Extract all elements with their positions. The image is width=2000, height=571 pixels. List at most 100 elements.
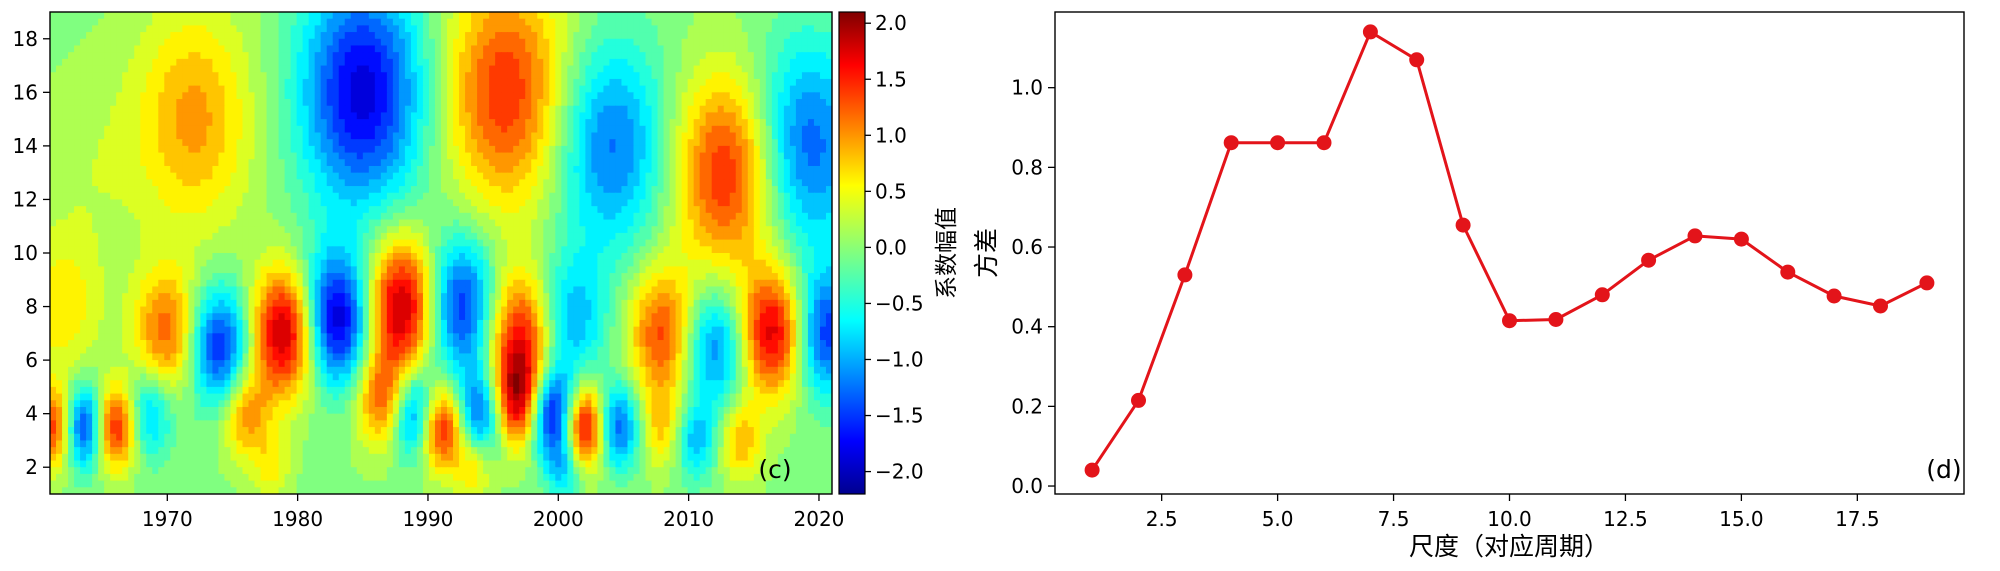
heatmap-cell: [146, 192, 153, 201]
heatmap-cell: [158, 85, 165, 93]
heatmap-cell: [441, 159, 448, 167]
heatmap-cell: [158, 239, 165, 247]
heatmap-cell: [56, 232, 63, 241]
heatmap-cell: [68, 199, 75, 207]
heatmap-cell: [597, 85, 605, 93]
heatmap-cell: [224, 199, 232, 207]
heatmap-cell: [723, 45, 731, 53]
heatmap-cell: [368, 12, 376, 20]
heatmap-cell: [290, 38, 298, 47]
heatmap-cell: [164, 52, 171, 60]
heatmap-cell: [164, 12, 171, 20]
heatmap-cell: [434, 246, 442, 254]
heatmap-cell: [314, 219, 322, 227]
heatmap-cell: [404, 259, 412, 267]
heatmap-cell: [825, 232, 832, 241]
heatmap-cell: [501, 192, 508, 201]
heatmap-cell: [729, 78, 737, 87]
heatmap-cell: [747, 38, 755, 47]
heatmap-cell: [561, 232, 568, 241]
heatmap-cell: [200, 38, 207, 47]
heatmap-cell: [771, 125, 779, 134]
heatmap-cell: [759, 219, 767, 227]
heatmap-cell: [404, 92, 412, 100]
heatmap-cell: [825, 172, 832, 180]
heatmap-cell: [549, 18, 556, 26]
heatmap-cell: [723, 199, 731, 207]
heatmap-cell: [170, 132, 177, 140]
heatmap-cell: [621, 105, 629, 114]
heatmap-cell: [615, 18, 623, 26]
heatmap-cell: [338, 112, 346, 120]
heatmap-cell: [549, 65, 556, 73]
heatmap-cell: [717, 112, 725, 120]
heatmap-cell: [717, 25, 725, 33]
heatmap-cell: [422, 226, 430, 234]
heatmap-cell: [140, 18, 147, 26]
heatmap-cell: [603, 186, 611, 194]
heatmap-cell: [56, 58, 63, 67]
heatmap-cell: [765, 119, 773, 127]
heatmap-cell: [176, 18, 183, 26]
heatmap-cell: [140, 132, 147, 140]
heatmap-cell: [603, 52, 611, 60]
heatmap-cell: [344, 186, 352, 194]
heatmap-cell: [519, 72, 526, 80]
heatmap-cell: [356, 152, 364, 160]
heatmap-cell: [272, 239, 280, 247]
heatmap-cell: [266, 172, 274, 180]
heatmap-cell: [579, 206, 586, 214]
heatmap-cell: [675, 18, 683, 26]
heatmap-cell: [224, 25, 232, 33]
heatmap-cell: [513, 45, 520, 53]
heatmap-cell: [386, 65, 394, 73]
heatmap-cell: [146, 219, 153, 227]
heatmap-cell: [693, 99, 701, 107]
heatmap-cell: [441, 152, 448, 160]
heatmap-cell: [447, 259, 454, 267]
heatmap-cell: [104, 78, 111, 87]
heatmap-cell: [651, 119, 659, 127]
heatmap-cell: [507, 139, 514, 147]
heatmap-cell: [326, 186, 334, 194]
heatmap-cell: [404, 112, 412, 120]
heatmap-cell: [447, 45, 454, 53]
heatmap-cell: [362, 192, 370, 201]
heatmap-cell: [68, 212, 75, 221]
heatmap-cell: [386, 152, 394, 160]
heatmap-cell: [447, 139, 454, 147]
heatmap-cell: [741, 159, 749, 167]
heatmap-cell: [62, 226, 69, 234]
heatmap-cell: [471, 65, 478, 73]
heatmap-cell: [729, 259, 737, 267]
heatmap-cell: [783, 85, 791, 93]
heatmap-cell: [164, 179, 171, 187]
heatmap-cell: [74, 165, 81, 174]
heatmap-cell: [477, 186, 484, 194]
heatmap-cell: [771, 212, 779, 221]
heatmap-cell: [735, 179, 743, 187]
heatmap-cell: [687, 12, 695, 20]
heatmap-cell: [380, 78, 388, 87]
heatmap-cell: [248, 132, 256, 140]
heatmap-cell: [741, 212, 749, 221]
heatmap-cell: [362, 52, 370, 60]
heatmap-cell: [320, 25, 328, 33]
heatmap-cell: [422, 206, 430, 214]
heatmap-cell: [242, 45, 250, 53]
heatmap-cell: [140, 159, 147, 167]
heatmap-cell: [657, 259, 665, 267]
heatmap-cell: [386, 45, 394, 53]
heatmap-cell: [80, 232, 87, 241]
heatmap-cell: [122, 125, 129, 134]
heatmap-cell: [639, 199, 647, 207]
heatmap-cell: [573, 199, 580, 207]
heatmap-cell: [368, 45, 376, 53]
heatmap-cell: [254, 12, 262, 20]
heatmap-cell: [465, 125, 472, 134]
heatmap-cell: [573, 12, 580, 20]
heatmap-cell: [368, 145, 376, 154]
heatmap-cell: [68, 25, 75, 33]
heatmap-cell: [380, 226, 388, 234]
heatmap-cell: [392, 119, 400, 127]
